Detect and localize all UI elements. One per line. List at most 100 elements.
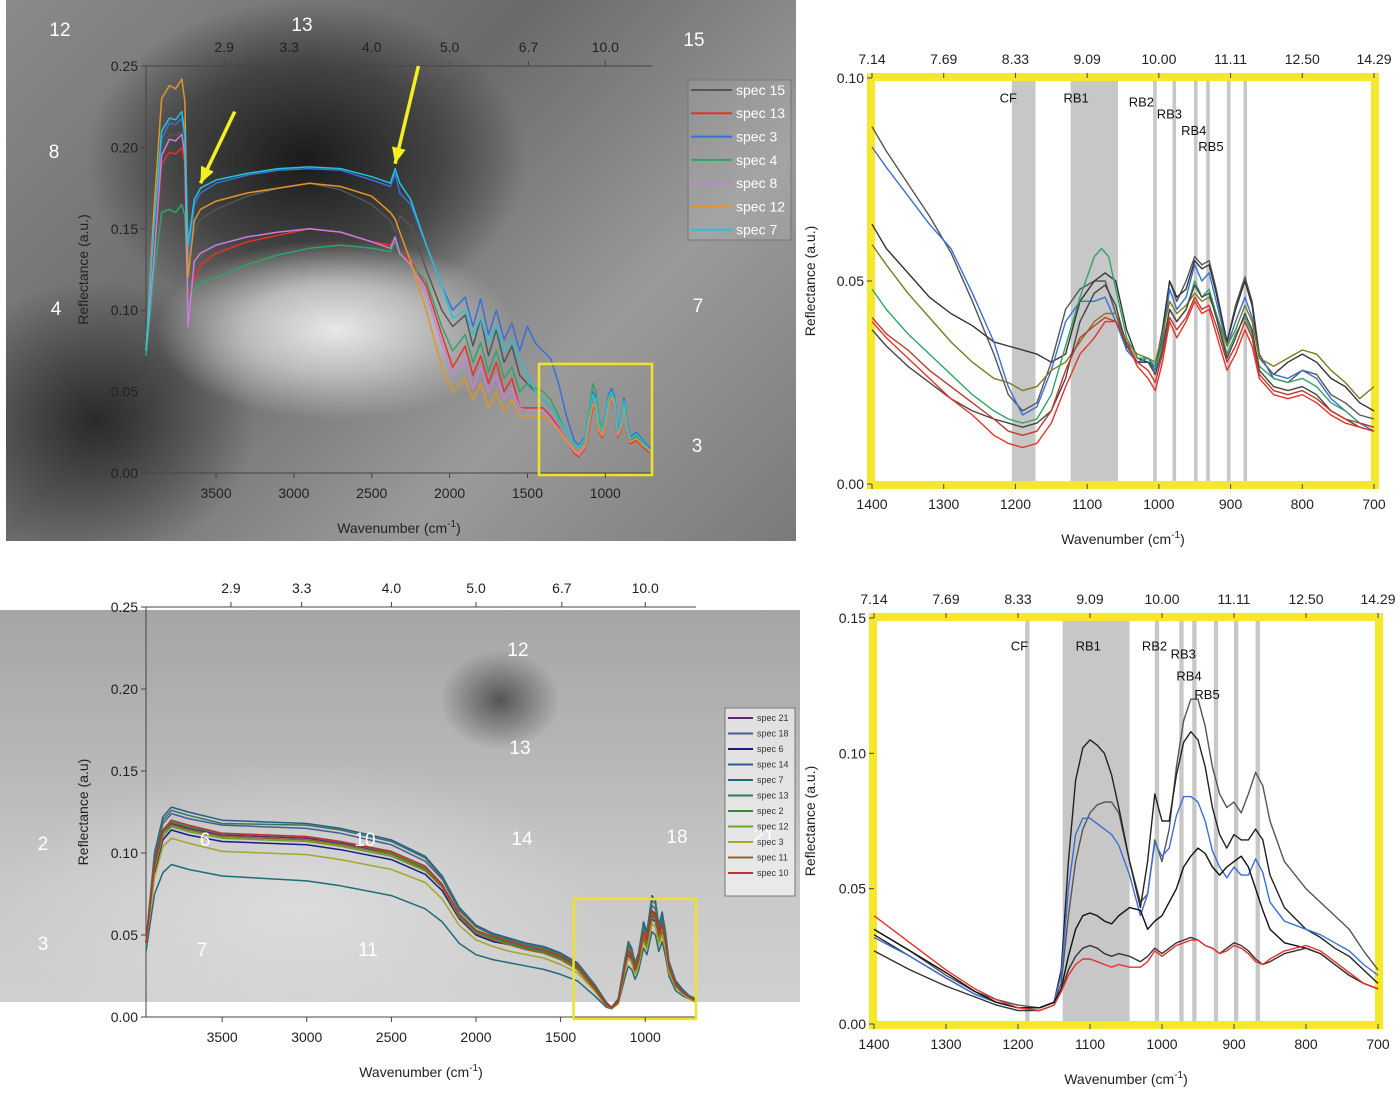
microscope-background-image — [6, 0, 796, 541]
x-tick-label: 800 — [1294, 1036, 1318, 1052]
chart-bottom-right: CF RB1 RB2 RB3 RB4 RB5 0.00 0.05 0.10 0.15 1400 130… — [802, 591, 1396, 1087]
legend-label: spec 12 — [736, 198, 785, 214]
band-label-cf: CF — [1000, 90, 1017, 105]
band-label-rb4: RB4 — [1176, 668, 1201, 683]
y-axis-label: Reflectance (a.u) — [75, 759, 91, 866]
x-tick-label: 2000 — [434, 485, 465, 501]
band-label-rb3: RB3 — [1157, 107, 1182, 122]
legend-label: spec 18 — [757, 729, 789, 739]
chart-panel-top-left: 0.00 0.05 0.10 0.15 0.20 0.25 3500 3000 2500 2000… — [0, 0, 800, 545]
chart-panel-bottom-left: 0.00 0.05 0.10 0.15 0.20 0.25 3500 3000 2500 2000… — [0, 560, 800, 1114]
series-line-trace-7 — [871, 300, 1375, 449]
plot-frame-yellow — [867, 73, 1379, 489]
x-tick-label: 1300 — [930, 1036, 961, 1052]
top-tick-label: 2.9 — [214, 39, 234, 55]
band-rb2 — [1153, 78, 1157, 484]
annotation-arrowhead-2 — [392, 146, 406, 164]
y-tick-label: 0.00 — [111, 1009, 138, 1025]
top-tick-label: 5.0 — [466, 580, 486, 596]
y-tick-label: 0.10 — [837, 70, 864, 86]
series-line-spec-13 — [145, 809, 697, 1008]
x-tick-label: 3000 — [291, 1029, 322, 1045]
top-tick-label: 11.11 — [1218, 591, 1251, 607]
legend-label: spec 3 — [736, 129, 777, 145]
region-number-label: 12 — [507, 640, 528, 661]
top-tick-label: 7.14 — [858, 51, 885, 67]
top-tick-label: 5.0 — [440, 39, 460, 55]
y-tick-label: 0.05 — [111, 927, 138, 943]
band-label-rb1: RB1 — [1076, 638, 1101, 653]
top-tick-label: 6.7 — [519, 39, 539, 55]
y-axis-label: Reflectance (a.u.) — [802, 226, 818, 337]
series-line-trace-6 — [873, 915, 1379, 1012]
band-rb3 — [1179, 618, 1184, 1024]
top-tick-label: 14.29 — [1360, 591, 1395, 607]
band-cf — [1011, 78, 1036, 484]
band-label-cf: CF — [1011, 638, 1028, 653]
band-label-rb4: RB4 — [1181, 123, 1206, 138]
legend-label: spec 2 — [757, 806, 784, 816]
x-tick-label: 1400 — [858, 1036, 889, 1052]
band-label-rb5: RB5 — [1198, 139, 1223, 154]
top-tick-label: 10.00 — [1144, 591, 1179, 607]
x-tick-label: 2500 — [356, 485, 387, 501]
legend-label: spec 13 — [757, 791, 789, 801]
top-tick-label: 3.3 — [280, 39, 300, 55]
chart-panel-bottom-right: CF RB1 RB2 RB3 RB4 RB5 0.00 0.05 0.10 0.15 1400 130… — [800, 560, 1400, 1114]
legend-label: spec 3 — [757, 837, 784, 847]
x-tick-label: 700 — [1366, 1036, 1390, 1052]
series-line-trace-4 — [873, 847, 1379, 1009]
x-axis-label: Wavenumber (cm-1) — [1064, 1070, 1188, 1087]
top-tick-label: 11.11 — [1214, 51, 1247, 67]
x-tick-label: 1100 — [1075, 1036, 1105, 1052]
series-line-spec-6 — [145, 829, 697, 1010]
region-number-label: 6 — [200, 830, 211, 851]
legend-label: spec 6 — [757, 744, 784, 754]
top-tick-label: 4.0 — [362, 39, 382, 55]
region-number-label: 12 — [49, 20, 70, 41]
series-line-spec-18 — [145, 812, 697, 1008]
region-number-label: 7 — [693, 296, 704, 317]
region-number-label: 13 — [291, 15, 312, 36]
y-axis-label: Reflectance (a.u.) — [802, 766, 818, 877]
region-number-label: 11 — [358, 940, 378, 961]
band-label-rb1: RB1 — [1063, 90, 1088, 105]
series-line-spec-13 — [145, 146, 653, 458]
top-tick-label: 10.0 — [632, 580, 659, 596]
band-line-7 — [1255, 618, 1260, 1024]
legend-label: spec 12 — [757, 822, 789, 832]
legend-label: spec 14 — [757, 760, 789, 770]
series-line-trace-2 — [871, 223, 1375, 412]
x-tick-label: 700 — [1362, 496, 1386, 512]
y-tick-label: 0.25 — [111, 58, 138, 74]
legend-label: spec 21 — [757, 713, 789, 723]
y-tick-label: 0.15 — [111, 763, 138, 779]
x-tick-label: 3500 — [207, 1029, 238, 1045]
annotation-arrowhead-1 — [200, 165, 214, 184]
top-tick-label: 10.0 — [592, 39, 619, 55]
series-line-spec-11 — [145, 824, 697, 1010]
y-tick-label: 0.00 — [837, 476, 864, 492]
series-line-spec-10 — [145, 819, 697, 1008]
x-tick-label: 2000 — [460, 1029, 491, 1045]
band-line-6 — [1226, 78, 1231, 484]
x-tick-label: 1000 — [1146, 1036, 1177, 1052]
top-tick-label: 10.00 — [1141, 51, 1176, 67]
series-line-trace-8 — [871, 296, 1375, 436]
y-tick-label: 0.25 — [111, 599, 138, 615]
y-tick-label: 0.05 — [111, 384, 138, 400]
top-tick-label: 9.09 — [1074, 51, 1101, 67]
y-tick-label: 0.10 — [111, 302, 138, 318]
region-number-label: 7 — [197, 940, 208, 961]
region-number-label: 4 — [51, 299, 62, 320]
series-line-trace-6 — [871, 284, 1375, 432]
top-tick-label: 8.33 — [1002, 51, 1029, 67]
top-tick-label: 12.50 — [1288, 591, 1323, 607]
top-tick-label: 3.3 — [292, 580, 312, 596]
series-line-spec-7 — [145, 110, 653, 453]
series-line-trace-5 — [871, 247, 1375, 428]
top-tick-label: 7.14 — [860, 591, 887, 607]
band-label-rb5: RB5 — [1194, 687, 1219, 702]
top-tick-label: 8.33 — [1004, 591, 1031, 607]
legend-label: spec 13 — [736, 105, 785, 121]
